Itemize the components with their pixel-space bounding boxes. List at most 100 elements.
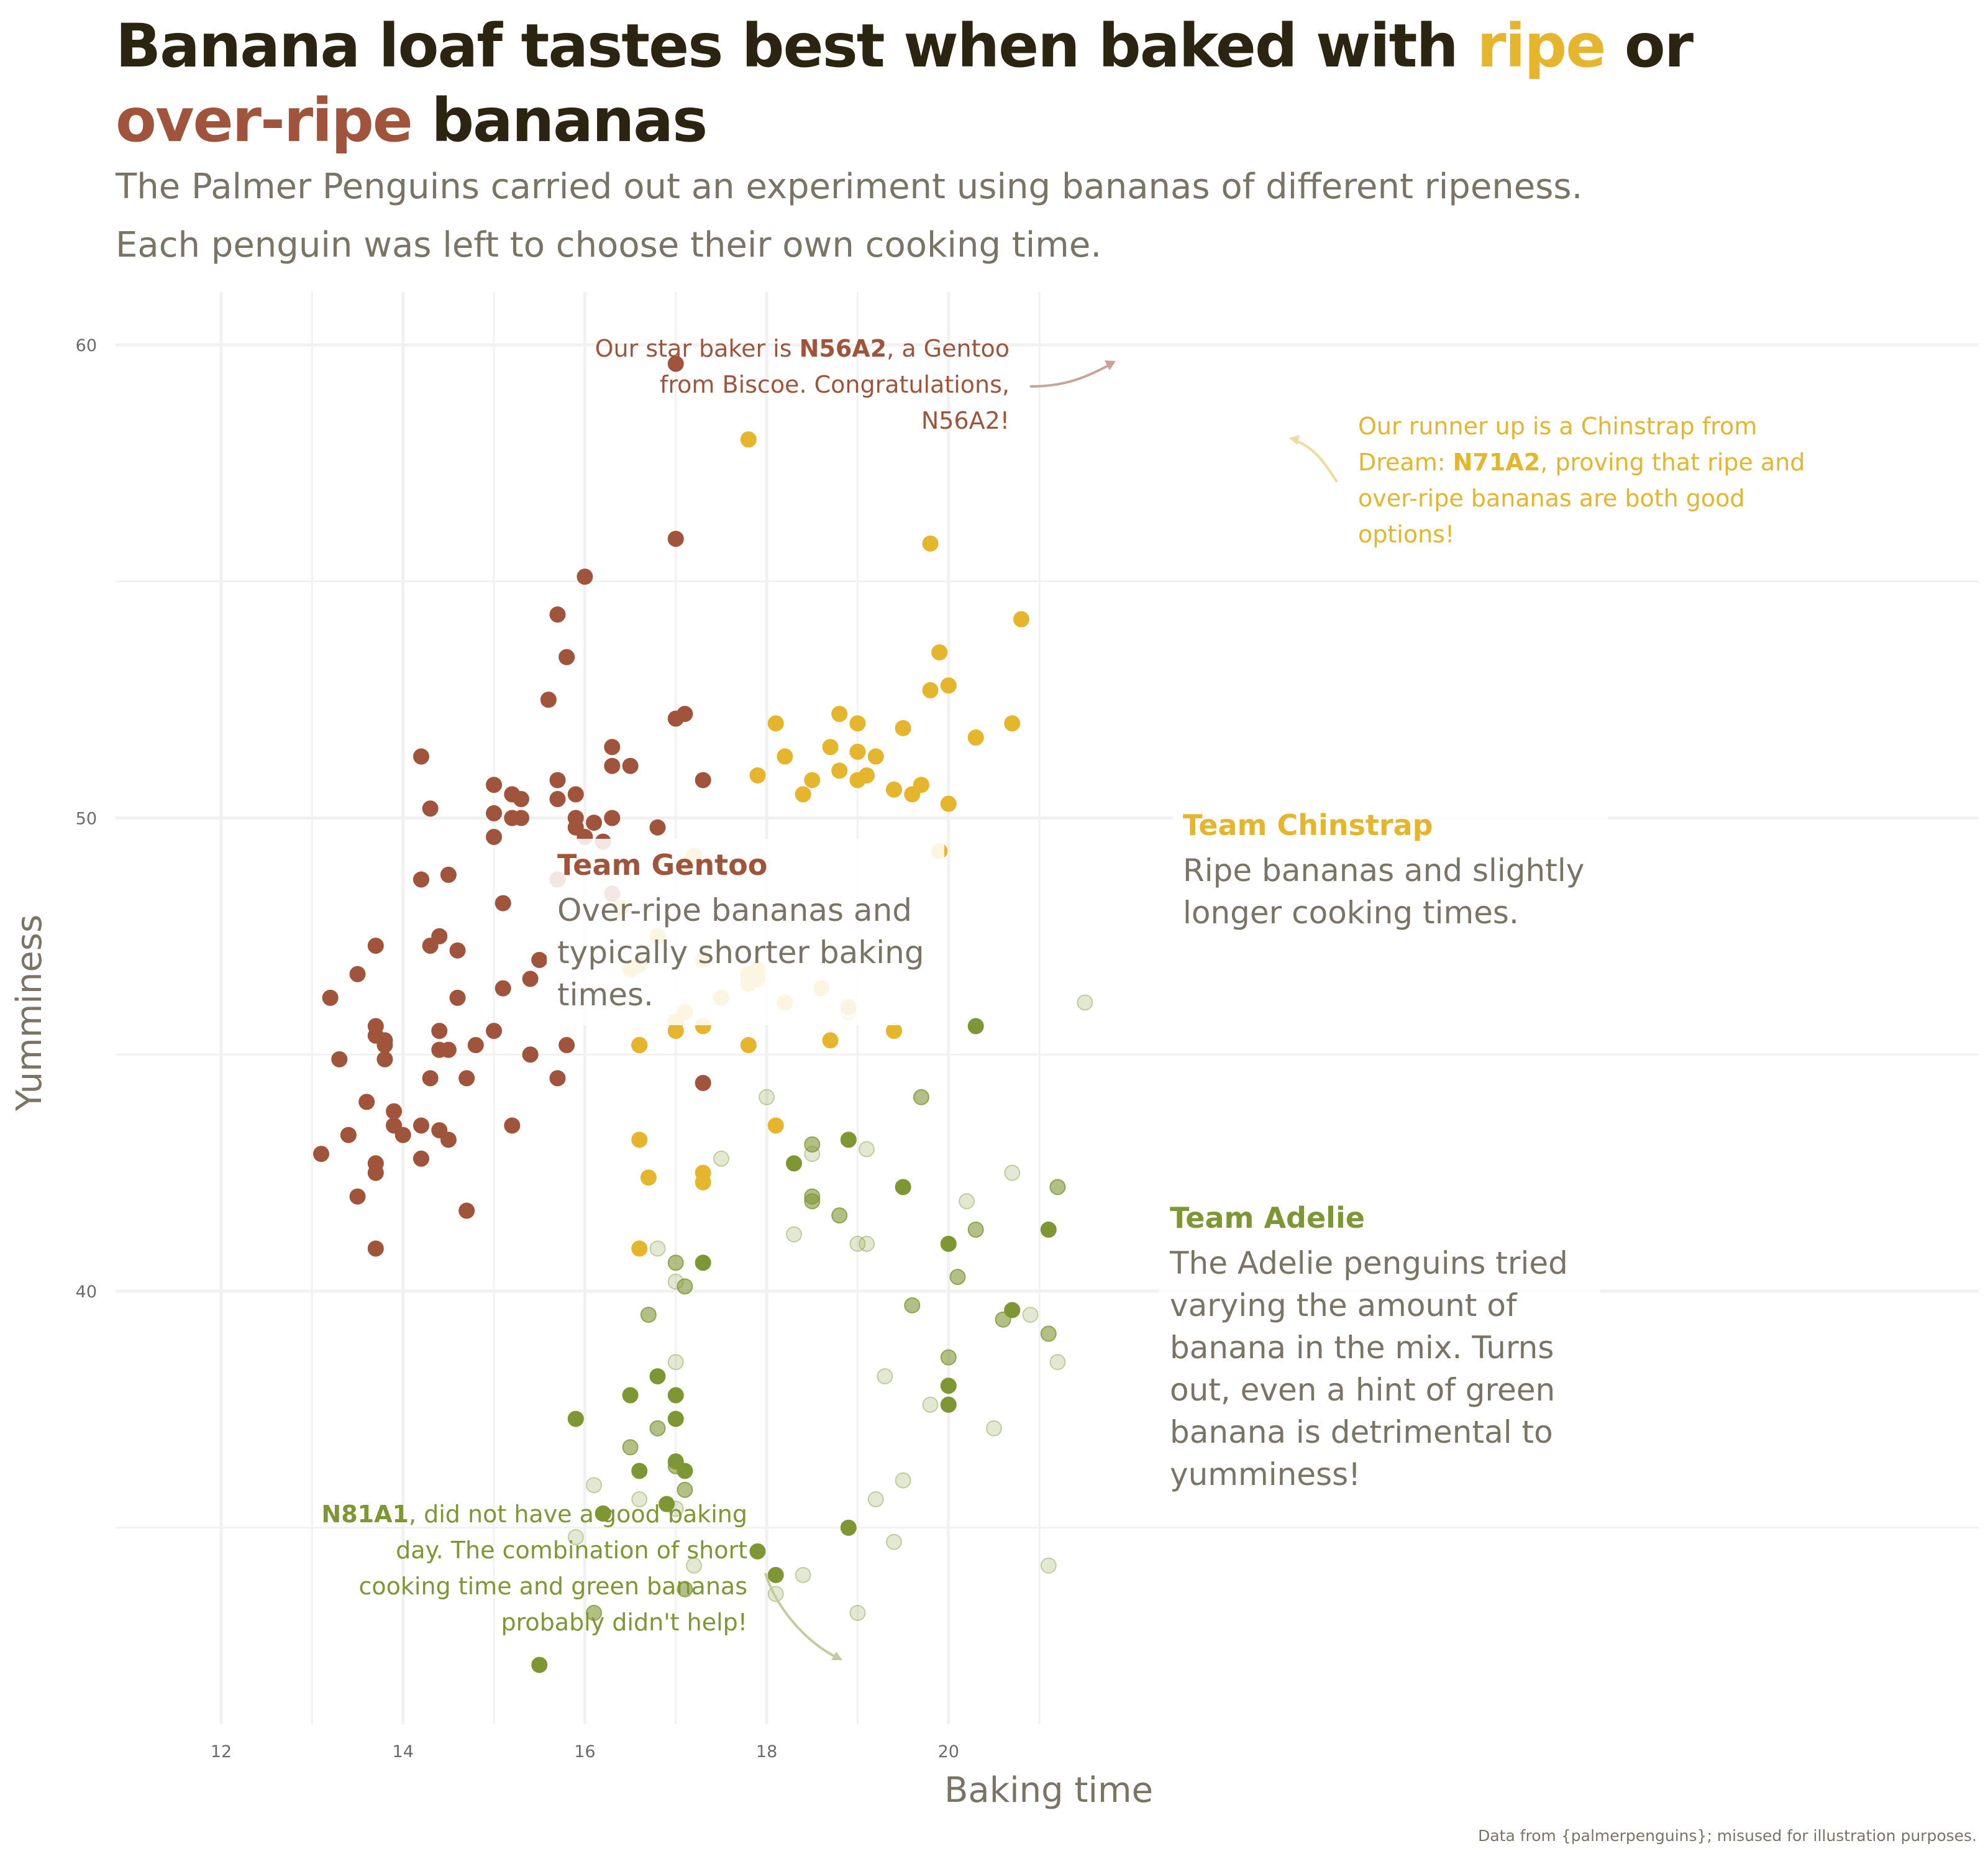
team-adelie-line3: banana in the mix. Turns (1170, 1330, 1554, 1366)
chinstrap-point (867, 748, 884, 765)
adelie-light-point (795, 1566, 811, 1583)
x-axis-label: Baking time (944, 1770, 1153, 1811)
gentoo-point (367, 1240, 384, 1257)
poor-annotation-line4: probably didn't help! (501, 1609, 748, 1636)
gentoo-point (695, 1074, 711, 1091)
team-adelie-line1: The Adelie penguins tried (1169, 1245, 1568, 1281)
adelie-faded-point (667, 1254, 684, 1271)
gentoo-point (394, 1126, 411, 1143)
poor-annotation-rest: , did not have a good baking (409, 1501, 747, 1528)
gentoo-point (349, 966, 366, 982)
adelie-light-point (649, 1240, 666, 1257)
gentoo-point (422, 800, 439, 817)
adelie-faded-point (677, 1278, 693, 1295)
y-tick-label: 60 (76, 336, 97, 355)
adelie-light-point (859, 1141, 875, 1158)
gentoo-point (577, 569, 593, 585)
star-annotation-line3: N56A2! (921, 407, 1010, 434)
adelie-point (940, 1235, 957, 1252)
chinstrap-point (822, 739, 839, 756)
gentoo-point (522, 1046, 539, 1063)
chinstrap-point (740, 431, 757, 448)
gentoo-point (376, 1037, 393, 1054)
adelie-point (695, 1254, 711, 1271)
gentoo-point (458, 1070, 475, 1087)
star-arrowhead (1105, 360, 1116, 370)
adelie-light-point (849, 1235, 866, 1252)
gentoo-point (495, 895, 511, 911)
adelie-faded-point (649, 1420, 666, 1437)
poor-arrowhead (831, 1652, 842, 1660)
gentoo-point (367, 1018, 384, 1035)
y-axis-label: Yumminess (9, 915, 50, 1112)
chinstrap-point (631, 1131, 648, 1148)
gentoo-point (467, 1037, 484, 1054)
adelie-point (967, 1018, 984, 1035)
chinstrap-point (885, 1023, 902, 1039)
adelie-light-point (867, 1491, 884, 1508)
gentoo-point (522, 971, 539, 987)
gentoo-point (604, 757, 621, 774)
gentoo-point (604, 739, 621, 756)
x-tick-label: 18 (756, 1742, 777, 1761)
adelie-point (940, 1377, 957, 1394)
chinstrap-point (967, 729, 984, 746)
gentoo-point (567, 786, 584, 803)
chinstrap-point (695, 1174, 711, 1190)
gentoo-point (413, 871, 429, 888)
y-tick-label: 40 (76, 1282, 97, 1302)
chinstrap-point (1004, 715, 1021, 732)
adelie-light-point (786, 1226, 803, 1243)
adelie-faded-point (667, 1458, 684, 1474)
chinstrap-point (931, 644, 948, 660)
adelie-point (940, 1396, 957, 1413)
annotation-arrows (764, 360, 1338, 1660)
adelie-point (895, 1179, 911, 1195)
gentoo-point (486, 828, 503, 845)
gentoo-point (449, 942, 466, 959)
gentoo-point (513, 791, 529, 808)
team-label-panels (547, 798, 1608, 1507)
runner-annotation-pre: Dream: (1358, 449, 1453, 476)
gentoo-point (486, 805, 503, 821)
team-gentoo-line3: times. (557, 977, 654, 1013)
chinstrap-point (831, 705, 848, 722)
chinstrap-point (1013, 611, 1029, 628)
gentoo-point (422, 938, 439, 954)
runner-annotation-line3: over-ripe bananas are both good (1358, 485, 1745, 512)
chinstrap-point (831, 762, 848, 779)
gentoo-point (586, 815, 603, 831)
team-gentoo-title: Team Gentoo (557, 848, 767, 882)
adelie-point (786, 1155, 803, 1172)
gentoo-point (549, 772, 566, 788)
gentoo-point (649, 819, 666, 836)
gentoo-point (622, 757, 639, 774)
star-annotation-line2: from Biscoe. Congratulations, (660, 371, 1010, 398)
chinstrap-point (749, 767, 766, 784)
adelie-faded-point (1040, 1325, 1057, 1342)
adelie-light-point (849, 1604, 866, 1621)
adelie-point (567, 1410, 584, 1427)
team-chinstrap-line2: longer cooking times. (1183, 895, 1519, 931)
gentoo-point (340, 1126, 357, 1143)
gentoo-point (458, 1202, 475, 1219)
chinstrap-point (904, 786, 921, 803)
adelie-light-point (667, 1501, 684, 1517)
adelie-faded-point (1049, 1179, 1066, 1195)
adelie-light-point (922, 1396, 939, 1413)
source-caption: Data from {palmerpenguins}; misused for … (1478, 1827, 1977, 1845)
gentoo-point (431, 1023, 448, 1039)
y-tick-label: 50 (76, 810, 97, 829)
team-adelie-line6: yumminess! (1170, 1456, 1361, 1492)
gentoo-point (486, 1023, 503, 1039)
team-adelie-line5: banana is detrimental to (1170, 1414, 1553, 1450)
adelie-light-point (667, 1273, 684, 1290)
adelie-light-point (1022, 1307, 1039, 1323)
adelie-point (840, 1519, 857, 1536)
x-tick-label: 12 (211, 1742, 232, 1761)
chinstrap-point (922, 682, 939, 698)
adelie-light-point (686, 1557, 703, 1574)
team-chinstrap-title: Team Chinstrap (1183, 808, 1433, 842)
gentoo-point (376, 1051, 393, 1067)
adelie-point (631, 1463, 648, 1479)
